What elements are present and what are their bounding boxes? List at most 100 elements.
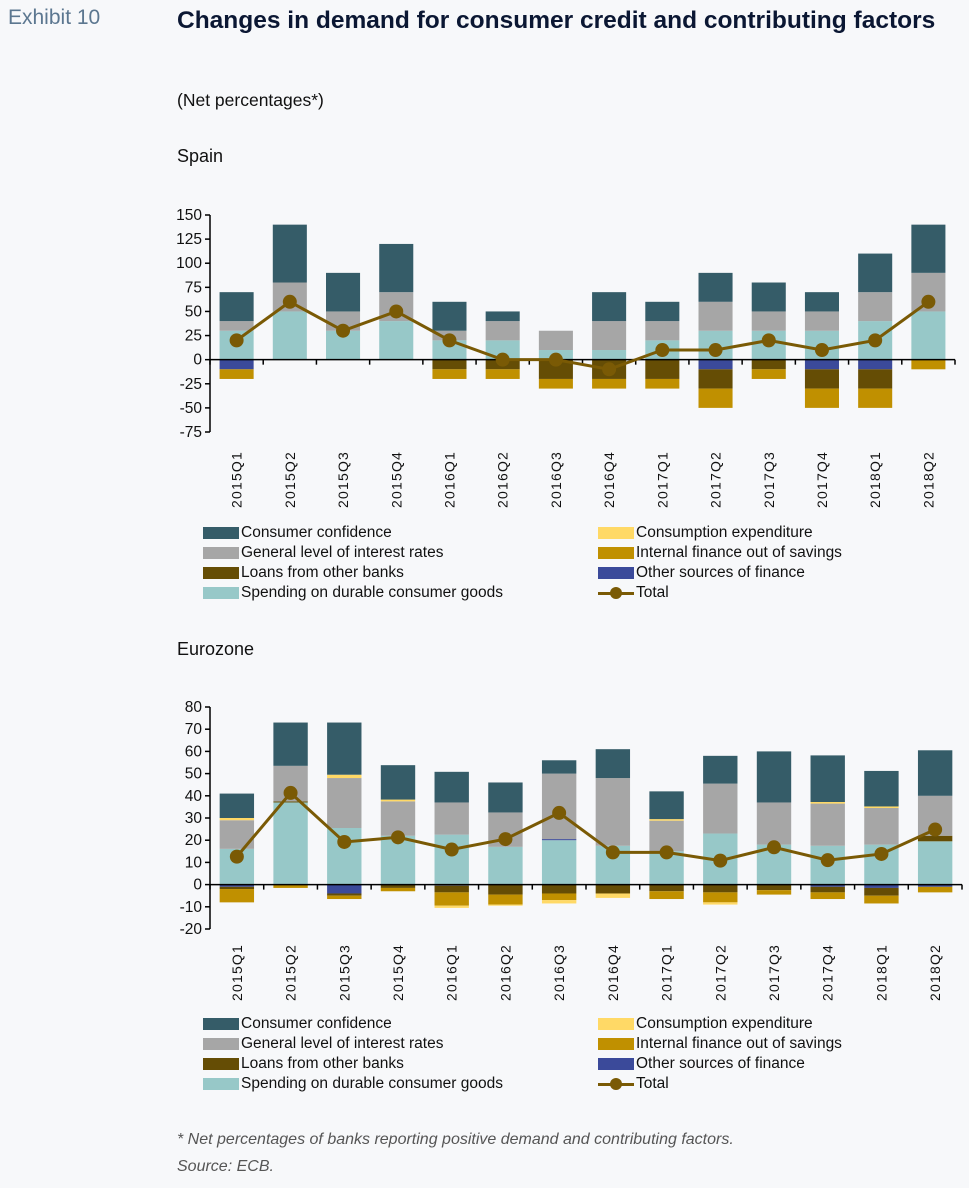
bar-segment-confidence-2017Q1	[649, 791, 684, 820]
bar-segment-internal-2018Q2	[911, 359, 946, 370]
exhibit-label: Exhibit 10	[8, 6, 101, 29]
bar-segment-loans-2015Q4	[380, 884, 416, 888]
bar-segment-internal-2015Q4	[380, 887, 416, 892]
legend-swatch-durable	[203, 1078, 239, 1090]
total-line	[235, 300, 930, 371]
bar-segment-confidence-2016Q2	[485, 311, 520, 322]
bar-segment-loans-2016Q3	[541, 884, 577, 894]
legend-item-internal: Internal finance out of savings	[598, 1034, 842, 1054]
bar-segment-internal-2017Q2	[703, 892, 738, 903]
bar-segment-confidence-2016Q3	[541, 760, 577, 774]
bar-segment-internal-2015Q2	[273, 884, 308, 888]
legend-label: Loans from other banks	[241, 1055, 404, 1072]
legend-item-total: Total	[598, 1074, 669, 1094]
bar-segment-interest-2017Q3	[751, 311, 786, 331]
bar-segment-other-2018Q1	[858, 359, 893, 370]
bar-segment-internal-2017Q4	[804, 388, 839, 408]
legend-item-consumption: Consumption expenditure	[598, 523, 813, 543]
bar-segment-consumption-2017Q1	[649, 819, 684, 821]
bar-segment-confidence-2015Q3	[327, 722, 362, 775]
legend-label: Spending on durable consumer goods	[241, 584, 503, 601]
legend-item-durable: Spending on durable consumer goods	[203, 583, 503, 603]
bar-segment-confidence-2018Q1	[864, 770, 899, 807]
total-point-2017Q2	[708, 343, 723, 358]
x-tick-label: 2018Q2	[927, 944, 943, 1001]
legend-swatch-other	[598, 567, 634, 579]
legend-label: Consumption expenditure	[636, 1015, 813, 1032]
bar-segment-confidence-2017Q4	[804, 292, 839, 312]
total-point-2017Q2	[713, 853, 728, 868]
y-tick-label: -50	[180, 400, 203, 417]
total-point-2018Q1	[874, 846, 889, 861]
y-tick-label: 25	[185, 328, 202, 345]
total-point-2015Q3	[337, 834, 352, 849]
total-point-2016Q3	[552, 805, 567, 820]
total-point-2018Q1	[868, 333, 883, 348]
total-point-2016Q3	[548, 352, 563, 367]
bar-segment-loans-2016Q3	[538, 359, 573, 379]
total-point-2016Q1	[442, 333, 457, 348]
bar-segment-interest-2017Q2	[698, 301, 733, 331]
x-tick-label: 2017Q3	[761, 451, 777, 508]
legend-item-other: Other sources of finance	[598, 563, 805, 583]
bar-segment-confidence-2015Q2	[273, 722, 308, 766]
legend-item-confidence: Consumer confidence	[203, 523, 392, 543]
bar-segment-consumption-2015Q1	[219, 818, 255, 821]
total-point-2015Q2	[282, 294, 297, 309]
y-tick-label: 60	[185, 743, 203, 760]
x-tick-label: 2018Q2	[920, 451, 936, 508]
y-tick-label: 10	[185, 854, 203, 871]
bar-segment-confidence-2015Q4	[379, 243, 414, 293]
bar-segment-confidence-2016Q1	[432, 301, 467, 331]
bar-segment-confidence-2016Q4	[595, 749, 631, 779]
bar-segment-loans-2017Q1	[649, 884, 684, 892]
legend-label: Loans from other banks	[241, 564, 404, 581]
total-point-2015Q3	[336, 323, 351, 338]
bar-segment-internal-2016Q2	[485, 369, 520, 379]
bar-segment-internal-2017Q3	[756, 890, 792, 895]
total-point-2017Q1	[655, 343, 670, 358]
bar-segment-internal-2016Q3	[541, 893, 577, 901]
bar-segment-other-2017Q2	[698, 359, 733, 370]
bar-segment-interest-2015Q3	[327, 778, 362, 828]
x-tick-label: 2017Q1	[654, 451, 670, 508]
bar-segment-other-2018Q2	[917, 884, 953, 887]
bar-segment-loans-2018Q1	[864, 887, 899, 896]
total-point-2016Q1	[444, 842, 459, 857]
legend-swatch-consumption	[598, 1018, 634, 1030]
bar-segment-loans-2017Q3	[756, 884, 792, 891]
x-tick-label: 2016Q3	[551, 944, 567, 1001]
bar-segment-confidence-2018Q2	[917, 750, 953, 796]
bar-segment-interest-2016Q2	[485, 321, 520, 341]
y-tick-label: 50	[185, 766, 203, 783]
bar-segment-interest-2016Q1	[434, 802, 469, 835]
bar-segment-confidence-2015Q4	[380, 765, 416, 800]
bar-segment-interest-2017Q2	[703, 783, 738, 834]
legend-swatch-confidence	[203, 527, 239, 539]
bar-segment-consumption-2016Q1	[434, 905, 469, 908]
x-tick-label: 2017Q2	[712, 944, 728, 1001]
total-point-2016Q2	[498, 832, 513, 847]
bar-segment-internal-2017Q1	[645, 378, 680, 389]
footnote-note: * Net percentages of banks reporting pos…	[177, 1131, 734, 1148]
bar-segment-interest-2017Q4	[804, 311, 839, 331]
legend-item-internal: Internal finance out of savings	[598, 543, 842, 563]
total-point-2015Q4	[389, 304, 404, 319]
bar-segment-interest-2016Q3	[538, 330, 573, 351]
legend-item-durable: Spending on durable consumer goods	[203, 1074, 503, 1094]
bar-segment-internal-2017Q3	[751, 369, 786, 379]
legend-label: Other sources of finance	[636, 1055, 805, 1072]
total-point-2018Q2	[921, 294, 936, 309]
bar-segment-other-2017Q4	[810, 884, 845, 887]
x-tick-label: 2016Q1	[444, 944, 460, 1001]
bar-segment-interest-2015Q4	[380, 801, 416, 836]
total-point-2015Q1	[229, 333, 244, 348]
bar-segment-internal-2015Q3	[327, 895, 362, 900]
legend-swatch-total-line	[598, 1077, 634, 1091]
bar-segment-confidence-2017Q3	[756, 751, 792, 803]
bar-segment-loans-2015Q3	[327, 893, 362, 896]
total-point-2016Q4	[602, 362, 617, 377]
x-tick-label: 2016Q4	[605, 944, 621, 1001]
bar-segment-internal-2018Q1	[858, 388, 893, 408]
bar-segment-interest-2017Q3	[756, 802, 792, 845]
